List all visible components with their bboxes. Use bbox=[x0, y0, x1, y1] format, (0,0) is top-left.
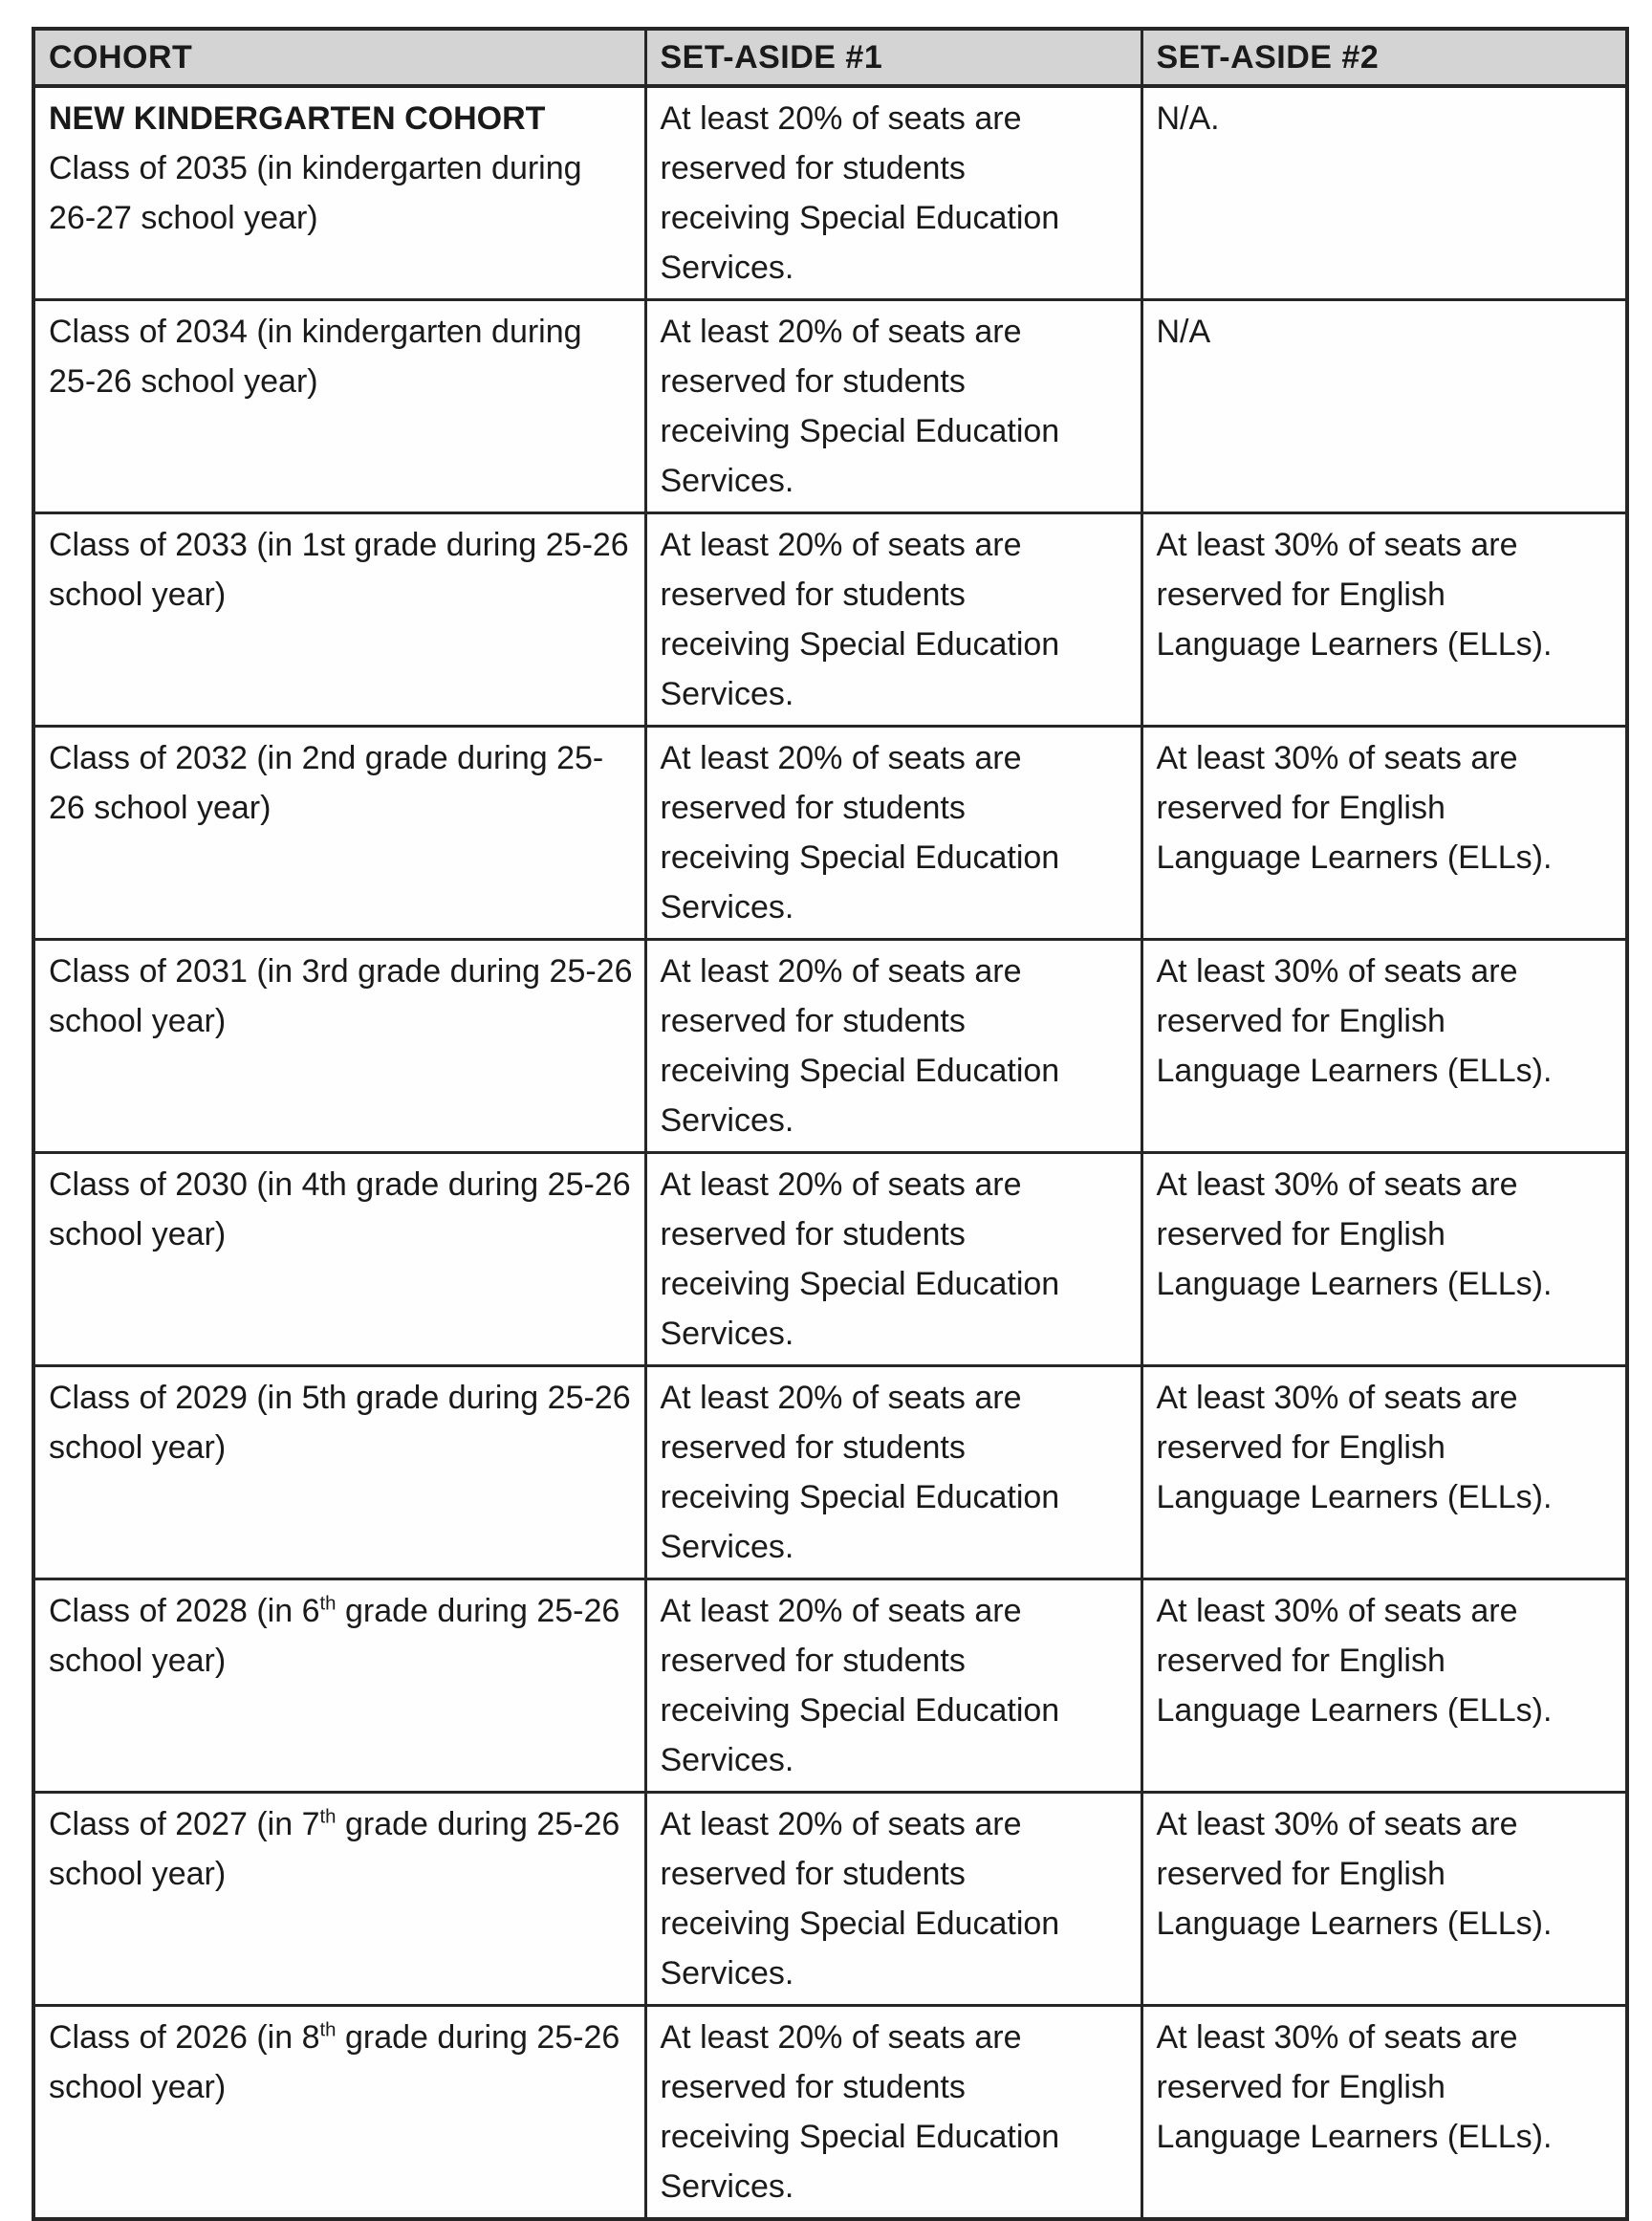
set-aside-1-cell: At least 20% of seats are reserved for s… bbox=[643, 298, 1143, 514]
header-row: COHORT SET-ASIDE #1 SET-ASIDE #2 bbox=[32, 27, 1629, 88]
set-aside-2-cell: N/A bbox=[1140, 298, 1629, 514]
table-row-class-of-2034: Class of 2034 (in kindergarten during 25… bbox=[32, 298, 1629, 514]
document-page: COHORT SET-ASIDE #1 SET-ASIDE #2 NEW KIN… bbox=[32, 27, 1629, 2221]
set-aside-2-cell: At least 30% of seats are reserved for E… bbox=[1140, 1151, 1629, 1367]
cohort-text: Class of 2031 (in 3rd grade during 25-26… bbox=[49, 953, 633, 1039]
set-aside-1-cell: At least 20% of seats are reserved for s… bbox=[643, 2004, 1143, 2221]
cohort-cell: Class of 2032 (in 2nd grade during 25-26… bbox=[32, 725, 647, 941]
cohort-set-aside-table: COHORT SET-ASIDE #1 SET-ASIDE #2 NEW KIN… bbox=[32, 27, 1629, 2221]
set-aside-2-cell: N/A. bbox=[1140, 84, 1629, 301]
set-aside-1-cell: At least 20% of seats are reserved for s… bbox=[643, 84, 1143, 301]
table-row-class-of-2028: Class of 2028 (in 6th grade during 25-26… bbox=[32, 1578, 1629, 1794]
table-row-class-of-2027: Class of 2027 (in 7th grade during 25-26… bbox=[32, 1791, 1629, 2007]
cohort-text: Class of 2026 (in 8 bbox=[49, 2019, 320, 2056]
cohort-text: Class of 2027 (in 7 bbox=[49, 1806, 320, 1842]
cohort-cell: Class of 2034 (in kindergarten during 25… bbox=[32, 298, 647, 514]
set-aside-1-cell: At least 20% of seats are reserved for s… bbox=[643, 512, 1143, 728]
cohort-cell: Class of 2031 (in 3rd grade during 25-26… bbox=[32, 938, 647, 1154]
set-aside-2-cell: At least 30% of seats are reserved for E… bbox=[1140, 512, 1629, 728]
table-row-class-of-2026: Class of 2026 (in 8th grade during 25-26… bbox=[32, 2004, 1629, 2221]
cohort-text: Class of 2035 (in kindergarten during 26… bbox=[49, 150, 582, 236]
set-aside-2-cell: At least 30% of seats are reserved for E… bbox=[1140, 1578, 1629, 1794]
cohort-text-tail: grade during 25-26 school year) bbox=[49, 1806, 620, 1892]
cohort-cell: Class of 2029 (in 5th grade during 25-26… bbox=[32, 1364, 647, 1580]
cohort-cell: Class of 2033 (in 1st grade during 25-26… bbox=[32, 512, 647, 728]
set-aside-2-cell: At least 30% of seats are reserved for E… bbox=[1140, 1791, 1629, 2007]
cohort-cell: Class of 2030 (in 4th grade during 25-26… bbox=[32, 1151, 647, 1367]
cohort-text: Class of 2030 (in 4th grade during 25-26… bbox=[49, 1166, 631, 1252]
cohort-title: NEW KINDERGARTEN COHORT bbox=[49, 100, 546, 137]
set-aside-2-cell: At least 30% of seats are reserved for E… bbox=[1140, 2004, 1629, 2221]
cohort-text: Class of 2029 (in 5th grade during 25-26… bbox=[49, 1380, 631, 1466]
cohort-text: Class of 2034 (in kindergarten during 25… bbox=[49, 314, 582, 400]
header-cohort: COHORT bbox=[32, 27, 647, 88]
table-row-class-of-2033: Class of 2033 (in 1st grade during 25-26… bbox=[32, 512, 1629, 728]
table-row-class-of-2032: Class of 2032 (in 2nd grade during 25-26… bbox=[32, 725, 1629, 941]
cohort-cell: NEW KINDERGARTEN COHORT Class of 2035 (i… bbox=[32, 84, 647, 301]
cohort-cell: Class of 2026 (in 8th grade during 25-26… bbox=[32, 2004, 647, 2221]
set-aside-1-cell: At least 20% of seats are reserved for s… bbox=[643, 725, 1143, 941]
set-aside-1-cell: At least 20% of seats are reserved for s… bbox=[643, 1151, 1143, 1367]
cohort-text: Class of 2028 (in 6 bbox=[49, 1593, 320, 1629]
set-aside-1-cell: At least 20% of seats are reserved for s… bbox=[643, 1578, 1143, 1794]
header-set-aside-2: SET-ASIDE #2 bbox=[1140, 27, 1629, 88]
cohort-text-tail: grade during 25-26 school year) bbox=[49, 2019, 620, 2105]
cohort-text-tail: grade during 25-26 school year) bbox=[49, 1593, 620, 1679]
cohort-cell: Class of 2027 (in 7th grade during 25-26… bbox=[32, 1791, 647, 2007]
grade-superscript: th bbox=[319, 1593, 337, 1615]
set-aside-2-cell: At least 30% of seats are reserved for E… bbox=[1140, 725, 1629, 941]
grade-superscript: th bbox=[319, 2019, 337, 2041]
table-row-class-of-2035: NEW KINDERGARTEN COHORT Class of 2035 (i… bbox=[32, 84, 1629, 301]
header-set-aside-1: SET-ASIDE #1 bbox=[643, 27, 1143, 88]
table-row-class-of-2031: Class of 2031 (in 3rd grade during 25-26… bbox=[32, 938, 1629, 1154]
table-row-class-of-2030: Class of 2030 (in 4th grade during 25-26… bbox=[32, 1151, 1629, 1367]
set-aside-2-cell: At least 30% of seats are reserved for E… bbox=[1140, 1364, 1629, 1580]
set-aside-1-cell: At least 20% of seats are reserved for s… bbox=[643, 1791, 1143, 2007]
set-aside-2-cell: At least 30% of seats are reserved for E… bbox=[1140, 938, 1629, 1154]
set-aside-1-cell: At least 20% of seats are reserved for s… bbox=[643, 938, 1143, 1154]
cohort-text: Class of 2033 (in 1st grade during 25-26… bbox=[49, 527, 629, 613]
grade-superscript: th bbox=[319, 1806, 337, 1828]
cohort-cell: Class of 2028 (in 6th grade during 25-26… bbox=[32, 1578, 647, 1794]
cohort-text: Class of 2032 (in 2nd grade during 25-26… bbox=[49, 740, 604, 826]
set-aside-1-cell: At least 20% of seats are reserved for s… bbox=[643, 1364, 1143, 1580]
table-row-class-of-2029: Class of 2029 (in 5th grade during 25-26… bbox=[32, 1364, 1629, 1580]
